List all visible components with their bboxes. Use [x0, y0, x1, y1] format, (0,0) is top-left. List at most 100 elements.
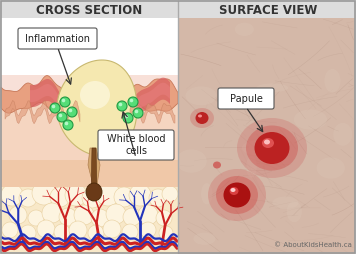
FancyBboxPatch shape: [98, 130, 174, 160]
Circle shape: [69, 109, 72, 112]
Circle shape: [59, 114, 62, 117]
Polygon shape: [30, 78, 170, 139]
Circle shape: [149, 189, 167, 207]
Circle shape: [2, 222, 18, 238]
Circle shape: [82, 188, 102, 208]
Ellipse shape: [242, 140, 271, 155]
Bar: [1, 1, 355, 18]
Text: White blood
cells: White blood cells: [107, 134, 165, 156]
Circle shape: [140, 222, 156, 238]
Polygon shape: [1, 75, 178, 94]
Circle shape: [59, 208, 77, 226]
Ellipse shape: [230, 187, 239, 195]
Circle shape: [67, 107, 77, 117]
Text: SURFACE VIEW: SURFACE VIEW: [219, 4, 317, 17]
FancyBboxPatch shape: [18, 28, 97, 49]
Ellipse shape: [287, 201, 302, 222]
Circle shape: [69, 221, 87, 239]
Ellipse shape: [255, 132, 289, 164]
Ellipse shape: [224, 183, 251, 208]
Circle shape: [96, 182, 120, 206]
Polygon shape: [1, 76, 178, 113]
Bar: [1, 155, 178, 187]
Circle shape: [123, 208, 141, 226]
Text: Papule: Papule: [230, 93, 262, 103]
Ellipse shape: [216, 176, 258, 214]
Circle shape: [123, 113, 133, 123]
Ellipse shape: [294, 109, 327, 130]
Circle shape: [159, 226, 173, 240]
Circle shape: [57, 112, 67, 122]
Circle shape: [162, 186, 178, 202]
Circle shape: [117, 101, 127, 111]
Circle shape: [1, 184, 23, 206]
Ellipse shape: [333, 123, 352, 146]
Circle shape: [130, 99, 133, 102]
Ellipse shape: [230, 188, 236, 192]
Polygon shape: [91, 148, 97, 200]
Circle shape: [128, 97, 138, 107]
Ellipse shape: [208, 169, 266, 221]
Ellipse shape: [193, 233, 215, 245]
Circle shape: [37, 220, 55, 238]
Circle shape: [74, 205, 94, 225]
Circle shape: [106, 204, 126, 224]
Text: Inflammation: Inflammation: [25, 34, 90, 43]
Ellipse shape: [198, 115, 202, 118]
Polygon shape: [57, 60, 137, 156]
Circle shape: [125, 115, 128, 118]
Circle shape: [19, 189, 37, 207]
Bar: [1, 90, 178, 160]
Ellipse shape: [195, 112, 209, 124]
Circle shape: [133, 108, 143, 118]
Circle shape: [63, 120, 73, 130]
Polygon shape: [130, 103, 175, 123]
Bar: [1, 180, 178, 254]
Ellipse shape: [237, 118, 307, 178]
Ellipse shape: [190, 108, 214, 128]
Circle shape: [156, 210, 172, 226]
Circle shape: [129, 184, 151, 206]
Polygon shape: [5, 100, 80, 124]
Text: CROSS SECTION: CROSS SECTION: [36, 4, 142, 17]
Circle shape: [50, 103, 60, 113]
Circle shape: [65, 184, 87, 206]
Ellipse shape: [246, 125, 298, 170]
Circle shape: [20, 225, 36, 241]
Circle shape: [50, 187, 70, 207]
Ellipse shape: [86, 183, 102, 201]
Circle shape: [54, 224, 70, 240]
Circle shape: [52, 105, 55, 108]
Polygon shape: [88, 148, 100, 185]
Circle shape: [62, 99, 65, 102]
Bar: [1, 18, 178, 254]
Circle shape: [65, 122, 68, 125]
Circle shape: [135, 110, 138, 113]
Circle shape: [60, 97, 70, 107]
Ellipse shape: [185, 86, 217, 105]
Ellipse shape: [213, 162, 221, 168]
Circle shape: [32, 181, 56, 205]
FancyBboxPatch shape: [218, 88, 274, 109]
Circle shape: [88, 225, 104, 241]
Bar: [179, 18, 355, 254]
Circle shape: [138, 205, 158, 225]
Circle shape: [9, 206, 27, 224]
Ellipse shape: [176, 149, 206, 173]
Ellipse shape: [257, 84, 288, 92]
Ellipse shape: [262, 138, 274, 148]
Ellipse shape: [316, 157, 345, 179]
Ellipse shape: [242, 95, 257, 107]
Ellipse shape: [264, 139, 270, 145]
Text: © AboutKidsHealth.ca: © AboutKidsHealth.ca: [274, 242, 352, 248]
Ellipse shape: [324, 69, 340, 92]
Ellipse shape: [246, 156, 257, 178]
Circle shape: [103, 220, 121, 238]
Circle shape: [91, 209, 109, 227]
Ellipse shape: [235, 23, 254, 36]
Circle shape: [122, 224, 138, 240]
Ellipse shape: [201, 183, 213, 204]
Circle shape: [119, 103, 122, 106]
Ellipse shape: [272, 197, 298, 209]
Circle shape: [28, 210, 44, 226]
